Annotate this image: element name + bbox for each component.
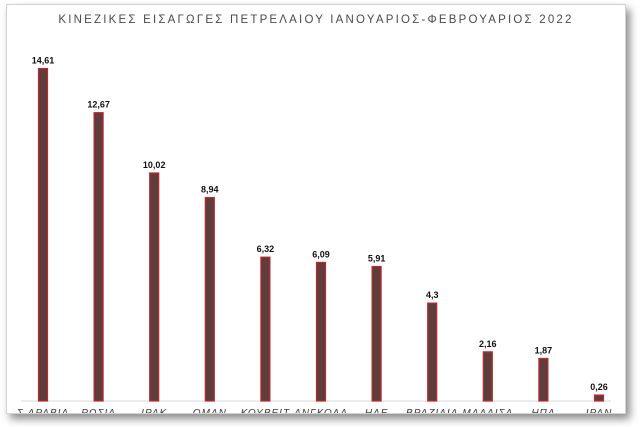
value-label-9: 1,87 bbox=[535, 345, 553, 355]
category-label-2: ΙΡΑΚ bbox=[141, 408, 167, 413]
bar-2 bbox=[149, 172, 160, 402]
bar-9 bbox=[538, 357, 549, 402]
bar-7 bbox=[427, 302, 438, 402]
bar-4 bbox=[260, 256, 271, 402]
bar-0 bbox=[37, 67, 49, 402]
bar-chart: 14,61 12,67 10,02 8,94 6,32 6,09 5,91 4,3 2,16 1,… bbox=[16, 56, 613, 413]
bar-6 bbox=[371, 265, 382, 402]
category-label-5: ΑΝΓΚΟΛΑ bbox=[293, 408, 348, 413]
bar-5 bbox=[315, 261, 327, 402]
chart-title: ΚΙΝΕΖΙΚΕΣ ΕΙΣΑΓΩΓΕΣ ΠΕΤΡΕΛΑΙΟΥ ΙΑΝΟΥΑΡΙΟ… bbox=[58, 14, 574, 26]
value-label-2: 10,02 bbox=[143, 160, 166, 170]
bar-8 bbox=[482, 351, 493, 402]
category-label-4: ΚΟΥΒΕΙΤ bbox=[241, 408, 290, 413]
bar-3 bbox=[204, 196, 215, 402]
category-label-9: ΗΠΑ bbox=[531, 408, 555, 413]
category-label-3: ΟΜΑΝ bbox=[193, 408, 227, 413]
value-label-0: 14,61 bbox=[32, 56, 55, 66]
chart-frame: ΚΙΝΕΖΙΚΕΣ ΕΙΣΑΓΩΓΕΣ ΠΕΤΡΕΛΑΙΟΥ ΙΑΝΟΥΑΡΙΟ… bbox=[6, 4, 626, 414]
bar-1 bbox=[93, 112, 104, 402]
category-label-1: ΡΩΣΙΑ bbox=[81, 408, 116, 413]
category-label-10: ΙΡΑΝ bbox=[586, 408, 613, 413]
category-label-0: Σ.ΑΡΑΒΙΑ bbox=[16, 408, 69, 413]
value-labels-group: 14,61 12,67 10,02 8,94 6,32 6,09 5,91 4,3 2,16 1,… bbox=[32, 56, 608, 393]
bar-10 bbox=[593, 394, 605, 402]
value-label-4: 6,32 bbox=[257, 244, 275, 254]
bars-group bbox=[37, 67, 605, 402]
category-label-7: ΒΡΑΖΙΛΙΑ bbox=[406, 408, 458, 413]
value-label-5: 6,09 bbox=[312, 249, 330, 259]
value-label-3: 8,94 bbox=[201, 185, 219, 195]
value-label-7: 4,3 bbox=[426, 290, 439, 300]
value-label-8: 2,16 bbox=[479, 339, 497, 349]
category-label-6: ΗΑΕ bbox=[365, 408, 389, 413]
value-label-6: 5,91 bbox=[368, 254, 386, 264]
category-label-8: ΜΑΛΑΙΣΑ bbox=[462, 408, 513, 413]
value-label-10: 0,26 bbox=[590, 382, 608, 392]
category-labels-group: Σ.ΑΡΑΒΙΑ ΡΩΣΙΑ ΙΡΑΚ ΟΜΑΝ ΚΟΥΒΕΙΤΑΝΓΚΟΛΑ ΗΑΕ ΒΡ… bbox=[16, 408, 613, 413]
value-label-1: 12,67 bbox=[87, 100, 110, 110]
